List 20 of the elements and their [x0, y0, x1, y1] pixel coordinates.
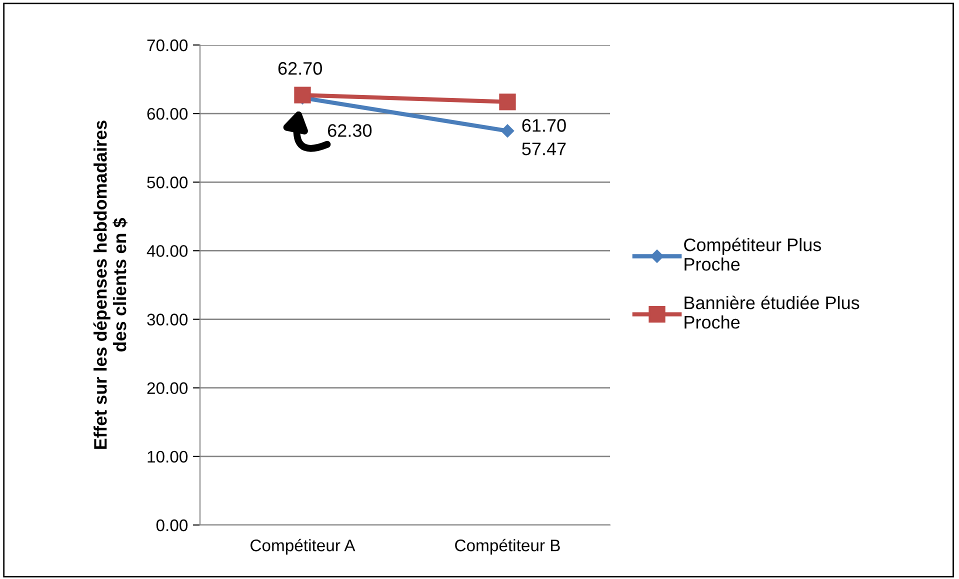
legend-label: Bannière étudiée Plus Proche	[684, 296, 860, 329]
y-tick-label: 10.00	[148, 450, 188, 463]
data-label: 57.47	[522, 142, 566, 156]
y-tick-label: 70.00	[147, 39, 188, 52]
y-tick-label: 30.00	[147, 314, 188, 326]
data-label: 62.30	[328, 124, 372, 137]
y-tick-label: 0.00	[156, 519, 188, 532]
x-tick-label: Compétiteur A	[250, 538, 356, 555]
point	[500, 124, 514, 138]
y-axis-title: Effet sur les dépenses hebdomadaires des clients en $	[93, 120, 128, 449]
data-label: 62.70	[278, 62, 322, 75]
point	[499, 94, 516, 110]
data-label: 61.70	[522, 119, 566, 132]
point	[294, 86, 311, 104]
y-tick-label: 20.00	[147, 382, 188, 394]
y-tick-label: 40.00	[146, 245, 188, 257]
y-tick-label: 50.00	[147, 176, 188, 188]
legend-label: Compétiteur Plus Proche	[684, 238, 822, 271]
y-tick-label: 60.00	[147, 108, 188, 120]
x-tick-label: Compétiteur B	[455, 538, 560, 555]
